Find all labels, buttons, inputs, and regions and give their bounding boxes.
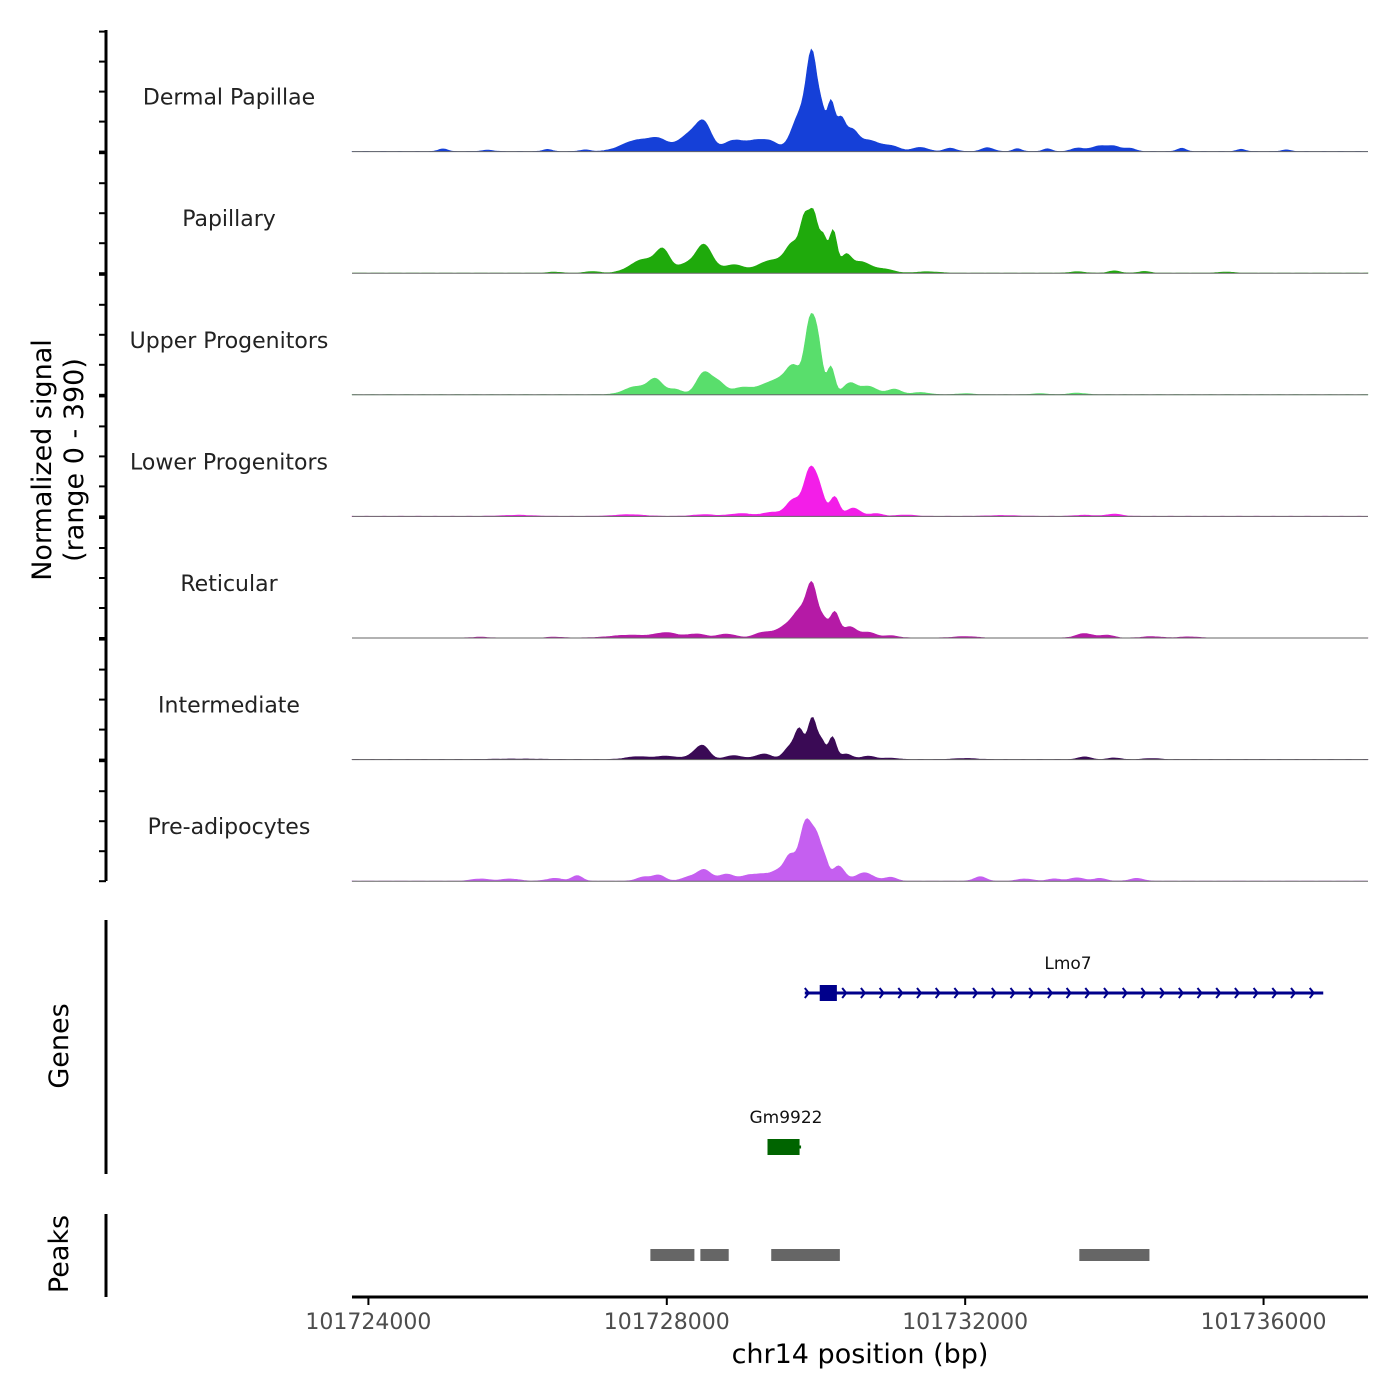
gene-label: Gm9922 (750, 1108, 823, 1128)
y-axis-title-line1: Normalized signal (27, 339, 58, 581)
signal-area (351, 207, 1369, 274)
peak-region (1079, 1249, 1150, 1261)
gene-label: Lmo7 (1044, 954, 1091, 974)
x-tick-label: 101732000 (902, 1310, 1028, 1335)
track-label: Papillary (182, 207, 276, 232)
strand-arrow (1308, 987, 1315, 999)
strand-arrow (878, 987, 885, 999)
gene-lmo7: Lmo7 (804, 954, 1324, 1001)
x-axis-title: chr14 position (bp) (732, 1339, 989, 1370)
strand-arrow (804, 987, 811, 999)
strand-arrow (1121, 987, 1128, 999)
strand-arrow (1290, 987, 1297, 999)
track-reticular: Reticular (99, 517, 1369, 639)
strand-arrow (860, 987, 867, 999)
signal-tracks: Dermal Papillae Papillary Upper Progenitor… (99, 30, 1369, 883)
track-papillary: Papillary (99, 152, 1369, 275)
strand-arrow (1047, 987, 1054, 999)
x-axis: 101724000 101728000 101732000 101736000 (305, 1295, 1368, 1335)
strand-arrow (1009, 987, 1016, 999)
genes-panel-label: Genes (44, 1003, 75, 1088)
signal-area (351, 48, 1368, 152)
track-upper-progenitors: Upper Progenitors (99, 273, 1369, 396)
peak-region (650, 1249, 695, 1261)
peaks-panel-label: Peaks (44, 1215, 75, 1293)
strand-arrow (934, 987, 941, 999)
x-tick-label: 101736000 (1201, 1310, 1327, 1335)
strand-arrow (1140, 987, 1147, 999)
strand-arrow (841, 987, 848, 999)
strand-arrow (1215, 987, 1222, 999)
strand-arrow (1178, 987, 1185, 999)
exon (767, 1139, 800, 1155)
strand-arrow (953, 987, 960, 999)
x-tick-label: 101724000 (305, 1310, 431, 1335)
signal-area (352, 580, 1369, 639)
track-intermediate: Intermediate (99, 638, 1369, 761)
track-label: Lower Progenitors (130, 450, 328, 475)
strand-arrow (1234, 987, 1241, 999)
signal-area (351, 818, 1369, 882)
signal-area (351, 465, 1368, 517)
strand-arrow (1196, 987, 1203, 999)
track-label: Upper Progenitors (130, 329, 329, 354)
strand-arrow (1252, 987, 1259, 999)
strand-arrow (897, 987, 904, 999)
signal-area (351, 313, 1369, 396)
genes-track: Lmo7 Gm9922 (104, 920, 1324, 1174)
track-label: Pre-adipocytes (148, 815, 311, 840)
strand-arrow (1103, 987, 1110, 999)
peaks-track (104, 1214, 1150, 1297)
strand-arrow (1028, 987, 1035, 999)
strand-arrow (972, 987, 979, 999)
exon (819, 985, 837, 1001)
strand-arrow (916, 987, 923, 999)
peak-region (700, 1249, 729, 1261)
track-label: Reticular (180, 572, 278, 597)
track-dermal-papillae: Dermal Papillae (99, 30, 1368, 153)
track-label: Dermal Papillae (143, 86, 315, 111)
y-axis-title-line2: (range 0 - 390) (59, 358, 90, 562)
signal-area (351, 717, 1369, 760)
track-pre-adipocytes: Pre-adipocytes (99, 760, 1369, 883)
peak-region (771, 1249, 840, 1261)
strand-arrow (1065, 987, 1072, 999)
gene-gm9922: Gm9922 (750, 1108, 823, 1155)
strand-arrow (1271, 987, 1278, 999)
strand-arrow (991, 987, 998, 999)
track-label: Intermediate (158, 694, 300, 719)
track-lower-progenitors: Lower Progenitors (99, 395, 1368, 518)
strand-arrow (1084, 987, 1091, 999)
strand-arrow (1159, 987, 1166, 999)
x-tick-label: 101728000 (604, 1310, 730, 1335)
